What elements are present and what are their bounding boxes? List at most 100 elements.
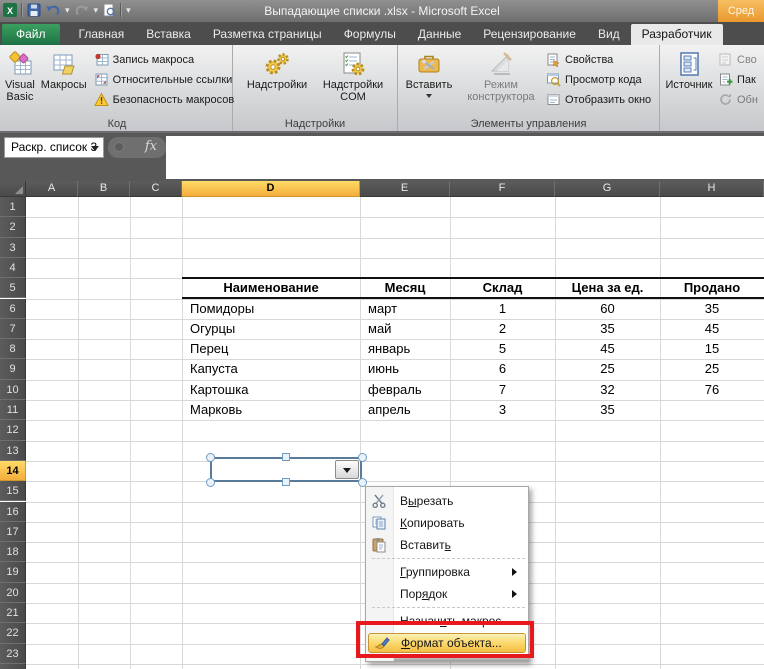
- menu-item-format-object[interactable]: Формат объекта...: [368, 633, 526, 653]
- visual-basic-button[interactable]: Visual Basic: [2, 46, 38, 116]
- undo-icon[interactable]: [45, 3, 61, 17]
- combo-dropdown-button[interactable]: [335, 460, 359, 479]
- table-cell[interactable]: 7: [498, 381, 507, 397]
- row-header-12[interactable]: 12: [0, 420, 26, 441]
- resize-handle-bottom-right[interactable]: [358, 478, 367, 487]
- table-cell[interactable]: март: [368, 300, 398, 316]
- table-cell[interactable]: апрель: [368, 402, 411, 417]
- column-header-A[interactable]: A: [26, 181, 78, 197]
- chevron-down-icon[interactable]: [91, 146, 99, 155]
- table-cell[interactable]: 15: [704, 341, 720, 357]
- table-cell[interactable]: 60: [600, 300, 615, 316]
- column-header-B[interactable]: B: [78, 181, 130, 197]
- table-cell[interactable]: январь: [368, 341, 411, 357]
- table-cell[interactable]: 35: [600, 320, 615, 336]
- row-header-11[interactable]: 11: [0, 400, 26, 421]
- tab-formulas[interactable]: Формулы: [343, 27, 396, 41]
- row-header-9[interactable]: 9: [0, 359, 26, 380]
- column-header-H[interactable]: H: [660, 181, 764, 197]
- column-header-F[interactable]: F: [450, 181, 555, 197]
- table-cell[interactable]: 3: [498, 402, 507, 417]
- menu-item-cut[interactable]: Вырезать: [366, 490, 528, 512]
- menu-item-paste[interactable]: Вставить: [366, 534, 528, 556]
- resize-handle-bottom-left[interactable]: [206, 478, 215, 487]
- row-header-17[interactable]: 17: [0, 521, 26, 543]
- table-cell[interactable]: 25: [600, 361, 615, 377]
- table-cell[interactable]: 35: [600, 402, 615, 417]
- table-cell[interactable]: Картошка: [190, 381, 249, 397]
- row-header-20[interactable]: 20: [0, 582, 26, 603]
- table-cell[interactable]: июнь: [368, 361, 399, 377]
- tab-insert[interactable]: Вставка: [146, 27, 191, 41]
- column-header-D[interactable]: D: [182, 181, 360, 197]
- tab-home[interactable]: Главная: [78, 27, 125, 41]
- table-cell[interactable]: Перец: [190, 341, 229, 357]
- row-header-4[interactable]: 4: [0, 257, 26, 279]
- contextual-tab-drawing-tools[interactable]: Сред: [718, 0, 764, 22]
- table-cell[interactable]: 76: [704, 381, 720, 397]
- table-header-cell[interactable]: Месяц: [384, 280, 426, 296]
- table-cell[interactable]: 45: [704, 320, 720, 336]
- row-header-24[interactable]: 24: [0, 663, 26, 669]
- menu-item-order[interactable]: Порядок: [366, 583, 528, 605]
- row-header-3[interactable]: 3: [0, 237, 26, 258]
- expansion-packs-button[interactable]: Пак: [718, 72, 758, 87]
- resize-handle-bottom-center[interactable]: [282, 478, 290, 486]
- row-header-14[interactable]: 14: [0, 460, 26, 482]
- row-header-19[interactable]: 19: [0, 562, 26, 583]
- column-header-E[interactable]: E: [360, 181, 450, 197]
- tab-review[interactable]: Рецензирование: [483, 27, 576, 41]
- table-header-cell[interactable]: Склад: [482, 280, 523, 296]
- table-cell[interactable]: 5: [498, 341, 507, 357]
- resize-handle-top-right[interactable]: [358, 453, 367, 462]
- select-all-corner[interactable]: [0, 181, 26, 197]
- table-cell[interactable]: 35: [704, 300, 720, 316]
- row-header-21[interactable]: 21: [0, 603, 26, 624]
- table-header-cell[interactable]: Продано: [683, 280, 741, 296]
- row-header-2[interactable]: 2: [0, 217, 26, 238]
- row-header-13[interactable]: 13: [0, 440, 26, 461]
- row-header-22[interactable]: 22: [0, 623, 26, 644]
- tab-developer[interactable]: Разработчик: [630, 24, 723, 45]
- source-button[interactable]: Источник: [660, 46, 718, 116]
- record-macro-button[interactable]: Запись макроса: [94, 52, 235, 67]
- table-cell[interactable]: май: [368, 320, 392, 336]
- undo-dropdown-icon[interactable]: ▾: [65, 5, 70, 15]
- table-cell[interactable]: [660, 400, 764, 420]
- macros-button[interactable]: Макросы: [38, 46, 90, 116]
- resize-handle-top-center[interactable]: [282, 453, 290, 461]
- table-cell[interactable]: 32: [600, 381, 615, 397]
- com-addins-button[interactable]: Надстройки COM: [315, 46, 391, 116]
- table-cell[interactable]: Марковь: [190, 402, 243, 417]
- menu-item-assign-macro[interactable]: Назначить макрос...: [366, 610, 528, 632]
- tab-file[interactable]: Файл: [2, 24, 60, 45]
- table-cell[interactable]: Помидоры: [190, 300, 255, 316]
- view-code-button[interactable]: Просмотр кода: [546, 72, 651, 87]
- relative-references-button[interactable]: Относительные ссылки: [94, 72, 235, 87]
- menu-item-grouping[interactable]: Группировка: [366, 561, 528, 583]
- table-cell[interactable]: 6: [498, 361, 507, 377]
- redo-dropdown-icon[interactable]: ▾: [93, 5, 99, 15]
- table-cell[interactable]: 2: [498, 320, 507, 336]
- table-cell[interactable]: 45: [600, 341, 615, 357]
- row-header-1[interactable]: 1: [0, 197, 26, 218]
- insert-function-button[interactable]: fx: [108, 137, 166, 158]
- row-header-8[interactable]: 8: [0, 339, 26, 360]
- name-box[interactable]: Раскр. список 3: [4, 137, 104, 158]
- tab-page-layout[interactable]: Разметка страницы: [212, 27, 322, 41]
- table-cell[interactable]: Огурцы: [190, 320, 236, 336]
- row-header-15[interactable]: 15: [0, 481, 26, 502]
- customize-toolbar-icon[interactable]: ▾: [126, 5, 131, 15]
- table-cell[interactable]: Капуста: [190, 361, 238, 377]
- print-preview-icon[interactable]: [102, 3, 116, 17]
- menu-item-copy[interactable]: Копировать: [366, 512, 528, 534]
- table-cell[interactable]: февраль: [368, 381, 422, 397]
- row-header-6[interactable]: 6: [0, 298, 26, 319]
- save-icon[interactable]: [27, 3, 41, 17]
- table-cell[interactable]: 25: [704, 361, 720, 377]
- row-header-7[interactable]: 7: [0, 318, 26, 340]
- table-header-cell[interactable]: Наименование: [223, 280, 319, 296]
- macro-security-button[interactable]: Безопасность макросов: [93, 92, 234, 107]
- tab-view[interactable]: Вид: [597, 27, 620, 41]
